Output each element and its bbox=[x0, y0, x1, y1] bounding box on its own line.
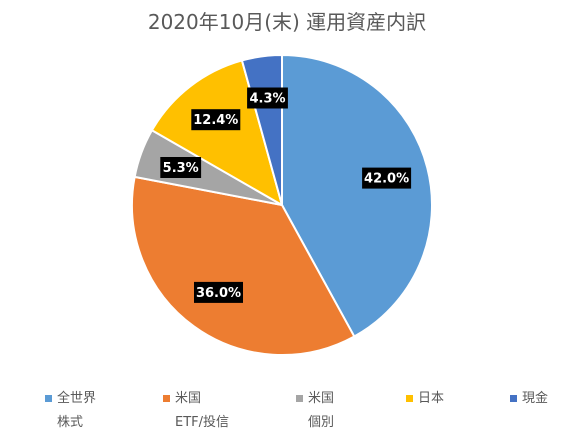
data-label-text: 4.3% bbox=[249, 92, 285, 107]
legend-label-line: 株式 bbox=[57, 415, 83, 430]
data-label-genkin: 4.3% bbox=[247, 87, 288, 109]
legend-swatch bbox=[45, 395, 52, 402]
chart-title: 2020年10月(末) 運用資産内訳 bbox=[148, 10, 426, 34]
data-label-beikoku-etf-toshin: 36.0% bbox=[194, 281, 243, 303]
legend-item-nihon: 日本 bbox=[406, 391, 444, 406]
legend-swatch bbox=[510, 395, 517, 402]
data-label-box bbox=[247, 87, 288, 109]
legend-item-genkin: 現金 bbox=[510, 390, 548, 406]
data-label-text: 12.4% bbox=[193, 113, 238, 128]
data-label-beikoku-kobetsu: 5.3% bbox=[160, 157, 202, 178]
legend-label-line: 米国 bbox=[175, 391, 201, 406]
legend-swatch bbox=[163, 395, 170, 402]
data-label-box bbox=[362, 167, 412, 189]
data-label-text: 36.0% bbox=[196, 286, 241, 301]
data-label-box bbox=[160, 157, 202, 178]
legend-label-line: 現金 bbox=[522, 390, 548, 406]
legend-label-line: 日本 bbox=[418, 391, 444, 406]
data-label-box bbox=[194, 281, 243, 303]
legend-label-line: 米国 bbox=[308, 391, 334, 406]
pie-data-labels: 42.0% 36.0% 5.3% 12.4% 4.3% bbox=[160, 87, 412, 303]
legend-label-line: ETF/投信 bbox=[175, 414, 229, 430]
legend-label-line: 全世界 bbox=[57, 390, 96, 406]
data-label-text: 5.3% bbox=[163, 161, 199, 176]
pie-slice-beikoku-etf-toshin bbox=[131, 175, 356, 356]
legend-swatch bbox=[406, 395, 413, 402]
data-label-zensekai-kabushiki: 42.0% bbox=[362, 167, 412, 189]
data-label-box bbox=[191, 109, 241, 131]
legend-swatch bbox=[296, 395, 303, 402]
legend-label-line: 個別 bbox=[308, 415, 334, 430]
pie-slice-zensekai-kabushiki bbox=[281, 54, 433, 338]
legend-item-beikoku-etf-toshin: 米国 ETF/投信 bbox=[163, 391, 229, 430]
data-label-nihon: 12.4% bbox=[191, 109, 241, 131]
data-label-text: 42.0% bbox=[364, 172, 409, 187]
